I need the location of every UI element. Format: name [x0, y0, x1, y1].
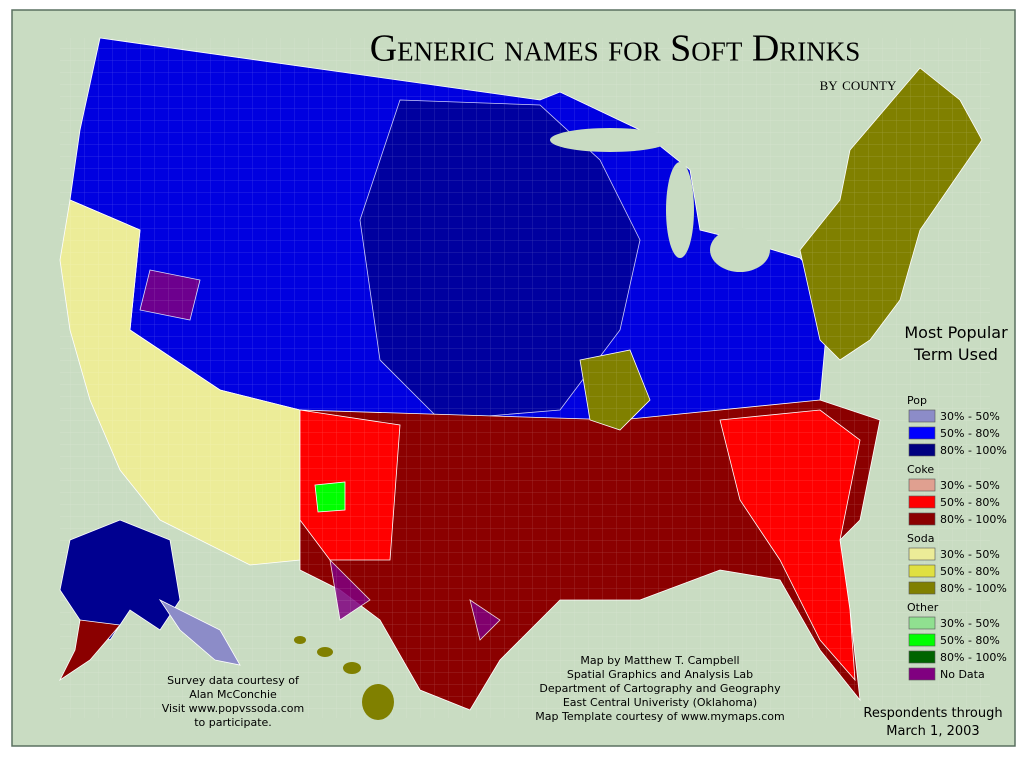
legend-title: Term Used: [913, 345, 998, 364]
legend-swatch: [908, 547, 936, 561]
conus: [59, 37, 990, 718]
respondents-line: March 1, 2003: [886, 724, 979, 739]
legend-swatch: [908, 443, 936, 457]
legend-swatch: [908, 478, 936, 492]
legend-swatch: [908, 633, 936, 647]
legend-swatch: [908, 616, 936, 630]
credit-line: Visit www.popvssoda.com: [162, 702, 305, 715]
legend-label: 50% - 80%: [940, 427, 1000, 440]
respondents-line: Respondents through: [863, 706, 1002, 721]
legend-label: 80% - 100%: [940, 651, 1007, 664]
alaska-peninsula: [58, 619, 121, 682]
island: [362, 684, 394, 720]
legend-swatch: [908, 667, 936, 681]
map-title: Generic names for Soft Drinks: [370, 28, 861, 70]
survey-credit: Survey data courtesy of Alan McConchie V…: [162, 674, 305, 729]
legend-swatch: [908, 581, 936, 595]
legend-label: 50% - 80%: [940, 565, 1000, 578]
hawaii: [294, 636, 394, 720]
legend-label: 30% - 50%: [940, 410, 1000, 423]
legend-swatch: [908, 564, 936, 578]
legend-swatch: [908, 409, 936, 423]
legend-label: 30% - 50%: [940, 548, 1000, 561]
legend-swatch: [908, 650, 936, 664]
credit-line: East Central Univeristy (Oklahoma): [563, 696, 757, 709]
lake-superior: [550, 128, 670, 152]
credit-line: Department of Cartography and Geography: [539, 682, 781, 695]
legend-swatch: [908, 512, 936, 526]
legend-label: No Data: [940, 668, 985, 681]
island: [294, 636, 306, 644]
legend-group: Other: [907, 601, 939, 614]
credit-line: Spatial Graphics and Analysis Lab: [567, 668, 753, 681]
legend-label: 80% - 100%: [940, 444, 1007, 457]
legend-label: 30% - 50%: [940, 617, 1000, 630]
legend-group: Pop: [907, 394, 927, 407]
lake-huron: [710, 228, 770, 272]
legend-title: Most Popular: [904, 323, 1008, 342]
island: [317, 647, 333, 657]
legend: Most Popular Term Used Pop 30% - 50% 50% - 8…: [904, 323, 1008, 681]
map-subtitle: by county: [820, 74, 897, 94]
map-credit: Map by Matthew T. Campbell Spatial Graph…: [535, 654, 784, 723]
alaska: [59, 519, 181, 641]
legend-label: 80% - 100%: [940, 513, 1007, 526]
island: [343, 662, 361, 674]
legend-swatch: [908, 426, 936, 440]
county-grid: [60, 38, 990, 718]
credit-line: Map Template courtesy of www.mymaps.com: [535, 710, 784, 723]
legend-swatch: [908, 495, 936, 509]
legend-group: Soda: [907, 532, 934, 545]
credit-line: Alan McConchie: [189, 688, 277, 701]
alaska-panhandle: [158, 598, 241, 666]
legend-group: Coke: [907, 463, 934, 476]
legend-label: 50% - 80%: [940, 634, 1000, 647]
credit-line: Survey data courtesy of: [167, 674, 300, 687]
legend-label: 50% - 80%: [940, 496, 1000, 509]
legend-label: 30% - 50%: [940, 479, 1000, 492]
legend-label: 80% - 100%: [940, 582, 1007, 595]
credit-line: Map by Matthew T. Campbell: [580, 654, 739, 667]
lake-michigan: [666, 162, 694, 258]
credit-line: to participate.: [194, 716, 272, 729]
